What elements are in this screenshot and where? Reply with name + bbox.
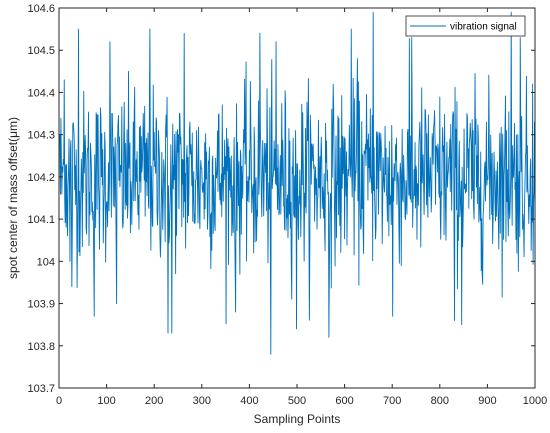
y-tick-label: 104.2 (27, 172, 55, 184)
legend-label: vibration signal (450, 22, 517, 33)
legend: vibration signal (405, 15, 526, 37)
y-axis-title: spot center of mass offset(μm) (6, 117, 20, 279)
legend-box (405, 15, 526, 37)
y-tick-label: 104.5 (27, 45, 55, 57)
y-tick-label: 103.9 (27, 299, 55, 311)
x-axis-title: Sampling Points (254, 412, 341, 426)
y-tick-label: 103.7 (27, 383, 55, 395)
x-tick-label: 200 (145, 395, 163, 407)
y-tick-label: 104.4 (27, 87, 55, 99)
x-tick-label: 400 (240, 395, 258, 407)
series-layer (59, 11, 536, 355)
y-tick-label: 104.6 (27, 3, 55, 15)
y-tick-label: 104.1 (27, 214, 55, 226)
x-tick-label: 700 (383, 395, 401, 407)
series-line-vibration-signal (59, 11, 536, 355)
x-tick-label: 0 (56, 395, 62, 407)
x-tick-label: 500 (288, 395, 306, 407)
x-tick-label: 900 (478, 395, 496, 407)
y-axis: 103.7 103.8 103.9 104 104.1 104.2 104.3 104.4 10… (27, 3, 535, 395)
x-tick-label: 600 (335, 395, 353, 407)
x-tick-label: 1000 (523, 395, 547, 407)
y-tick-label: 104.3 (27, 130, 55, 142)
x-tick-label: 300 (193, 395, 211, 407)
y-tick-label: 103.8 (27, 341, 55, 353)
x-tick-label: 100 (97, 395, 115, 407)
x-tick-label: 800 (431, 395, 449, 407)
y-tick-label: 104 (37, 256, 55, 268)
x-axis: 0 100 200 300 400 500 600 700 800 900 1000 (56, 8, 547, 407)
